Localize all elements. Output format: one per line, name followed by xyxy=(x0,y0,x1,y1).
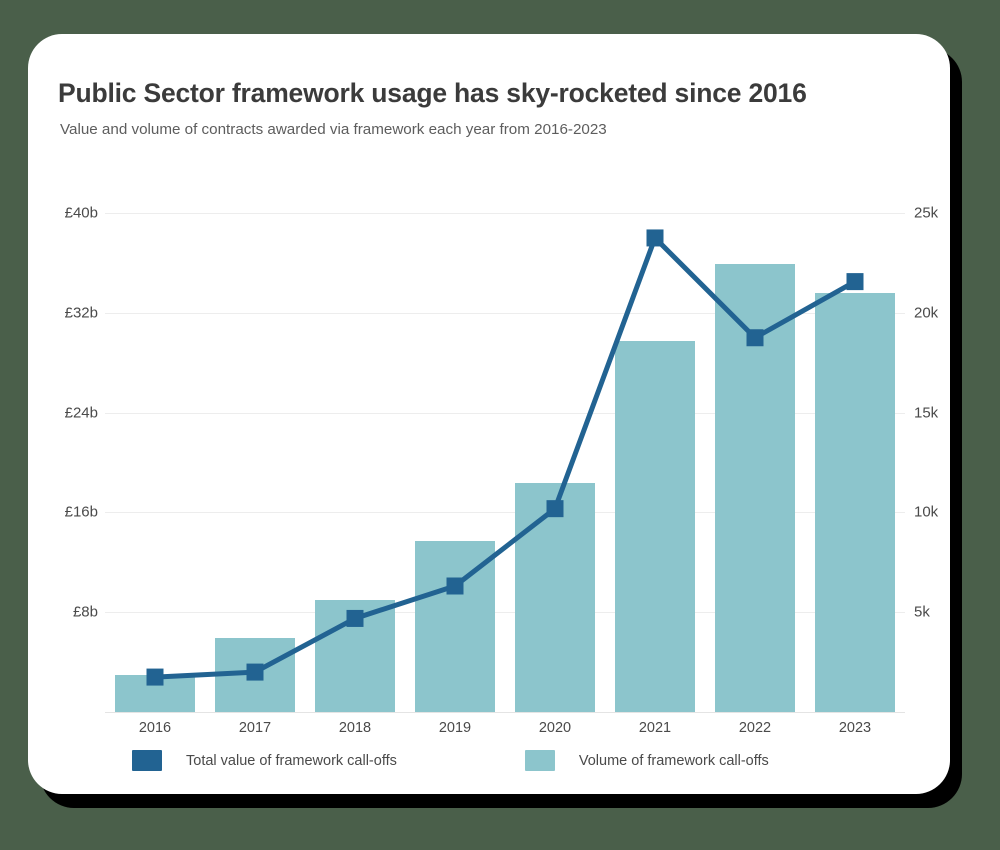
left-axis-tick-label: £24b xyxy=(64,404,98,422)
legend-swatch-icon xyxy=(132,750,162,771)
x-axis-tick-2022: 2022 xyxy=(738,720,772,736)
right-axis-tick-label: 25k xyxy=(914,204,939,222)
right-axis-tick-label: 20k xyxy=(914,304,939,322)
left-axis-tick-label: £16b xyxy=(64,503,98,521)
x-axis-tick-2023: 2023 xyxy=(838,720,872,736)
legend-label: Volume of framework call-offs xyxy=(578,752,769,769)
x-axis-tick-2016: 2016 xyxy=(138,720,172,736)
left-axis-tick-label: £40b xyxy=(64,204,98,222)
bar-2020[interactable] xyxy=(515,483,595,712)
legend-item-value[interactable]: Total value of framework call-offs xyxy=(132,750,397,771)
left-axis-tick-label: £8b xyxy=(72,603,98,621)
legend-swatch-icon xyxy=(524,750,555,771)
legend-item-volume[interactable]: Volume of framework call-offs xyxy=(524,750,769,771)
bar-2016[interactable] xyxy=(115,675,195,712)
bar-2018[interactable] xyxy=(315,600,395,712)
value-marker-2023[interactable] xyxy=(846,273,864,291)
x-axis-tick-2021: 2021 xyxy=(638,720,672,736)
page-title: Public Sector framework usage has sky-ro… xyxy=(58,78,807,108)
x-axis-tick-2017: 2017 xyxy=(238,720,272,736)
right-axis-tick-label: 5k xyxy=(914,603,930,621)
axis-baseline xyxy=(105,712,905,713)
gridline xyxy=(105,213,905,214)
chart-card: Public Sector framework usage has sky-ro… xyxy=(28,34,950,794)
bar-2017[interactable] xyxy=(215,638,295,712)
right-axis-tick-label: 10k xyxy=(914,503,939,521)
x-axis-tick-2019: 2019 xyxy=(438,720,472,736)
left-axis-tick-label: £32b xyxy=(64,304,98,322)
x-axis-tick-2018: 2018 xyxy=(338,720,372,736)
plot-area: £8b £16b £24b £32b £40b 5k 10k 15k 20k 25k 2016 2… xyxy=(28,34,950,794)
chart-subtitle: Value and volume of contracts awarded vi… xyxy=(60,121,607,138)
value-marker-2021[interactable] xyxy=(646,229,664,247)
bar-2022[interactable] xyxy=(715,263,795,712)
x-axis-tick-2020: 2020 xyxy=(538,720,572,736)
bar-2021[interactable] xyxy=(615,340,695,712)
bar-2019[interactable] xyxy=(415,541,495,712)
chart-legend: Total value of framework call-offs Volume… xyxy=(28,750,950,771)
right-axis-tick-label: 15k xyxy=(914,404,939,422)
legend-label: Total value of framework call-offs xyxy=(186,752,397,769)
bar-2023[interactable] xyxy=(815,292,895,712)
